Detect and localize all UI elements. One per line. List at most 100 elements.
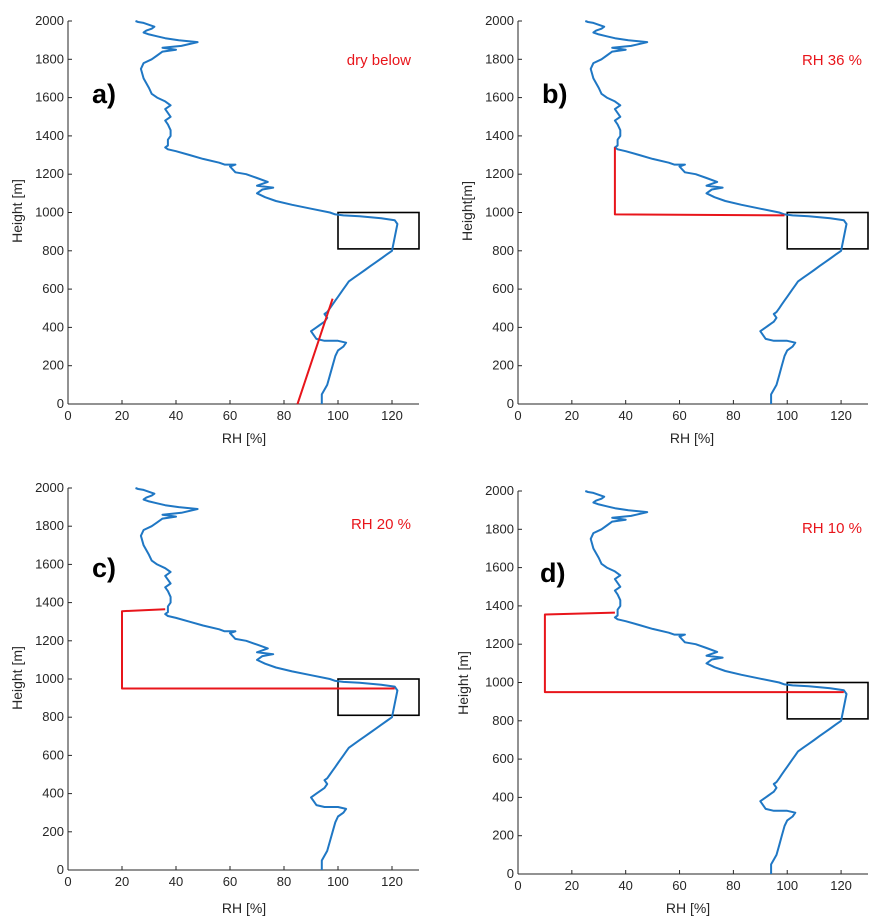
y-tick-label-b: 1200 xyxy=(485,166,514,181)
y-tick-label-b: 1800 xyxy=(485,51,514,66)
x-tick-label-b: 80 xyxy=(726,408,740,423)
y-tick-label-d: 200 xyxy=(492,828,514,843)
x-tick-label-b: 40 xyxy=(618,408,632,423)
y-tick-label-a: 0 xyxy=(57,396,64,411)
x-tick-label-a: 100 xyxy=(327,408,349,423)
x-tick-label-b: 20 xyxy=(565,408,579,423)
y-axis-label-c: Height [m] xyxy=(9,646,25,710)
inversion-box-a xyxy=(337,211,420,250)
y-tick-label-d: 400 xyxy=(492,789,514,804)
y-tick-label-d: 600 xyxy=(492,751,514,766)
y-tick-label-a: 1200 xyxy=(35,166,64,181)
x-tick-label-d: 40 xyxy=(618,878,632,893)
panel-d: d) RH 10 % RH [%] Height [m] xyxy=(455,520,862,916)
y-tick-label-a: 1400 xyxy=(35,128,64,143)
y-tick-label-a: 1600 xyxy=(35,90,64,105)
x-tick-label-a: 20 xyxy=(115,408,129,423)
x-tick-label-c: 0 xyxy=(64,874,71,889)
x-tick-label-c: 20 xyxy=(115,874,129,889)
y-tick-label-b: 200 xyxy=(492,358,514,373)
y-tick-label-b: 400 xyxy=(492,319,514,334)
y-tick-label-c: 2000 xyxy=(35,480,64,495)
y-tick-label-a: 600 xyxy=(42,281,64,296)
inversion-box-c xyxy=(337,678,420,717)
panel-label-a: a) xyxy=(92,79,116,109)
y-tick-label-c: 400 xyxy=(42,786,64,801)
y-tick-label-a: 800 xyxy=(42,243,64,258)
panel-label-c: c) xyxy=(92,553,116,583)
y-tick-label-d: 1800 xyxy=(485,521,514,536)
rh-profile-line-b xyxy=(584,20,848,404)
x-tick-label-c: 100 xyxy=(327,874,349,889)
x-tick-label-a: 40 xyxy=(169,408,183,423)
y-tick-label-d: 1600 xyxy=(485,560,514,575)
y-tick-label-b: 2000 xyxy=(485,13,514,28)
y-tick-label-b: 1600 xyxy=(485,90,514,105)
x-tick-label-d: 100 xyxy=(776,878,798,893)
y-tick-label-c: 1600 xyxy=(35,556,64,571)
y-axis-label-a: Height [m] xyxy=(9,179,25,243)
y-tick-label-d: 800 xyxy=(492,713,514,728)
panel-b: b) RH 36 % RH [%] Height[m] xyxy=(459,52,862,446)
x-tick-label-c: 40 xyxy=(169,874,183,889)
y-tick-label-d: 1400 xyxy=(485,598,514,613)
y-tick-label-b: 1000 xyxy=(485,205,514,220)
plot-d: 0 20 40 60 80 100 1200200400600800100012001400… xyxy=(485,483,869,893)
x-tick-label-c: 80 xyxy=(277,874,291,889)
y-tick-label-c: 600 xyxy=(42,747,64,762)
inversion-box-d xyxy=(786,681,869,720)
plot-c: 0 20 40 60 80 100 1200200400600800100012001400… xyxy=(35,480,420,889)
y-tick-label-a: 200 xyxy=(42,358,64,373)
x-tick-label-b: 0 xyxy=(514,408,521,423)
y-tick-label-c: 1000 xyxy=(35,671,64,686)
rh-profile-line-a xyxy=(135,20,399,404)
y-tick-label-c: 1400 xyxy=(35,595,64,610)
x-tick-label-d: 60 xyxy=(672,878,686,893)
inversion-box-b xyxy=(786,211,869,250)
x-tick-label-d: 80 xyxy=(726,878,740,893)
x-tick-label-d: 0 xyxy=(514,878,521,893)
y-axis-label-d: Height [m] xyxy=(455,651,471,715)
x-tick-label-b: 120 xyxy=(830,408,852,423)
x-axis-label-c: RH [%] xyxy=(222,900,266,916)
annotation-d: RH 10 % xyxy=(802,520,862,537)
rh-profile-line-d xyxy=(584,490,848,874)
panel-c: c) RH 20 % RH [%] Height [m] xyxy=(9,516,411,916)
x-tick-label-d: 120 xyxy=(830,878,852,893)
y-tick-label-a: 2000 xyxy=(35,13,64,28)
x-tick-label-c: 60 xyxy=(223,874,237,889)
y-tick-label-c: 1200 xyxy=(35,633,64,648)
y-tick-label-a: 400 xyxy=(42,319,64,334)
y-tick-label-c: 1800 xyxy=(35,518,64,533)
y-axis-label-b: Height[m] xyxy=(459,181,475,241)
modification-line-b xyxy=(613,147,785,217)
x-tick-label-d: 20 xyxy=(565,878,579,893)
annotation-c: RH 20 % xyxy=(351,516,411,533)
x-tick-label-b: 60 xyxy=(672,408,686,423)
modification-line-d xyxy=(543,611,844,694)
y-tick-label-b: 600 xyxy=(492,281,514,296)
y-tick-label-b: 1400 xyxy=(485,128,514,143)
y-tick-label-c: 800 xyxy=(42,709,64,724)
y-tick-label-d: 0 xyxy=(507,866,514,881)
y-tick-label-d: 1200 xyxy=(485,636,514,651)
x-axis-label-a: RH [%] xyxy=(222,430,266,446)
x-tick-label-a: 60 xyxy=(223,408,237,423)
y-tick-label-d: 1000 xyxy=(485,675,514,690)
y-tick-label-b: 0 xyxy=(507,396,514,411)
plot-b: 0 20 40 60 80 100 1200200400600800100012001400… xyxy=(485,13,869,423)
x-tick-label-a: 80 xyxy=(277,408,291,423)
y-tick-label-a: 1000 xyxy=(35,205,64,220)
y-tick-label-c: 200 xyxy=(42,824,64,839)
modification-line-a xyxy=(296,298,334,405)
y-tick-label-d: 2000 xyxy=(485,483,514,498)
panel-label-d: d) xyxy=(540,558,565,588)
x-tick-label-b: 100 xyxy=(776,408,798,423)
y-tick-label-b: 800 xyxy=(492,243,514,258)
x-tick-label-a: 120 xyxy=(381,408,403,423)
panel-label-b: b) xyxy=(542,79,567,109)
x-tick-label-a: 0 xyxy=(64,408,71,423)
annotation-a: dry below xyxy=(347,52,411,69)
x-tick-label-c: 120 xyxy=(381,874,403,889)
